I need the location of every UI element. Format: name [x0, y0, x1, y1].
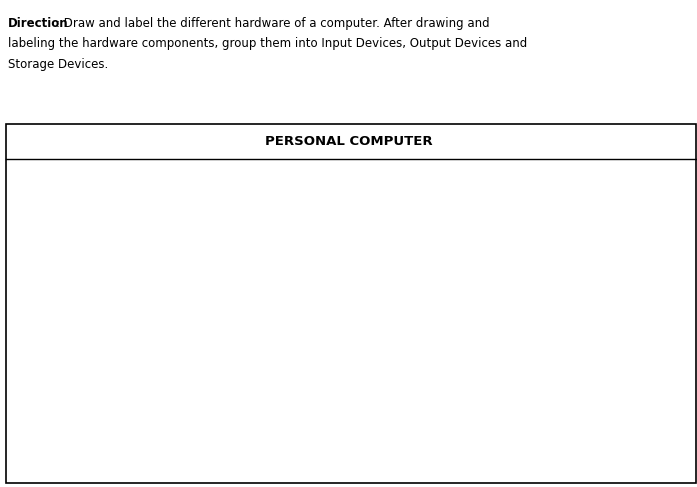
Bar	[6, 124, 696, 483]
Text: Storage Devices.: Storage Devices.	[8, 58, 109, 71]
Text: PERSONAL COMPUTER: PERSONAL COMPUTER	[265, 135, 432, 148]
Text: labeling the hardware components, group them into Input Devices, Output Devices : labeling the hardware components, group …	[8, 37, 528, 51]
Text: Direction: Direction	[8, 17, 69, 30]
Text: : Draw and label the different hardware of a computer. After drawing and: : Draw and label the different hardware …	[56, 17, 489, 30]
